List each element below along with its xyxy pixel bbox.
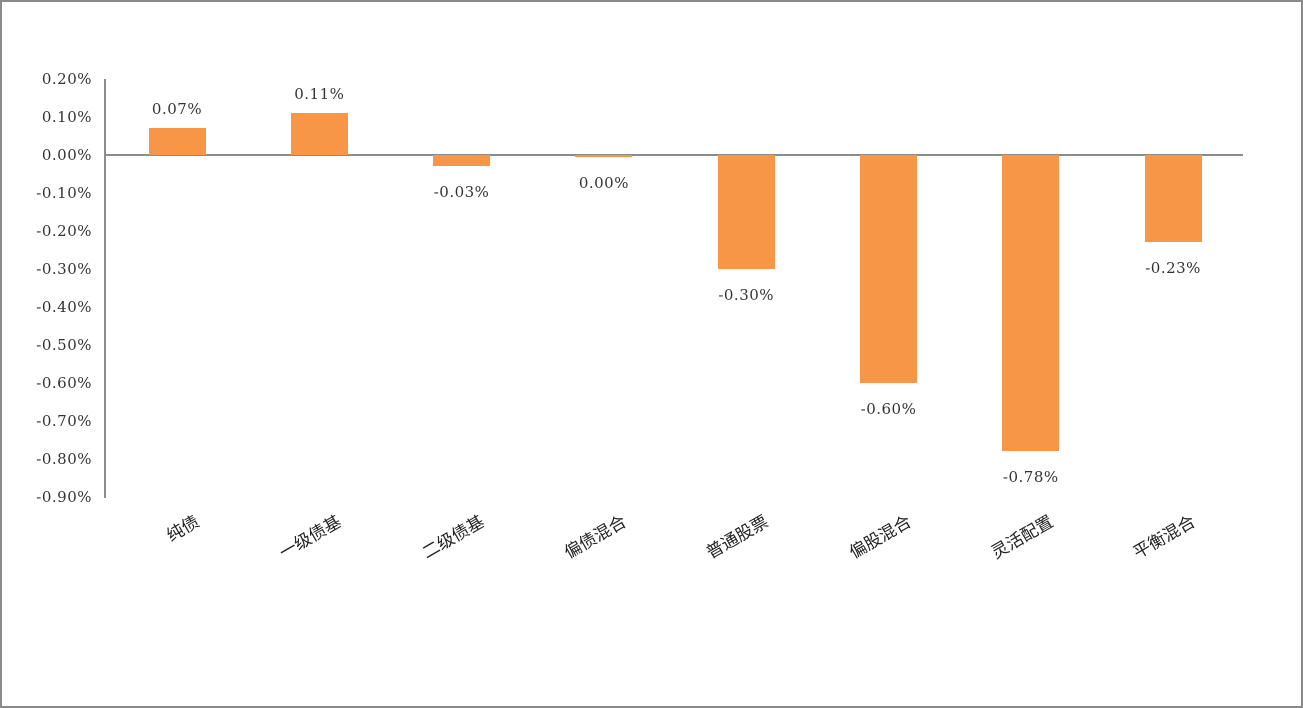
y-tick-label: -0.30% xyxy=(36,260,92,278)
x-tick-label: 偏股混合 xyxy=(845,512,915,564)
x-tick-label: 偏债混合 xyxy=(561,512,630,564)
x-tick-label: 普通股票 xyxy=(703,512,773,564)
y-tick-label: -0.90% xyxy=(36,488,92,506)
bar xyxy=(148,128,206,155)
x-tick-label: 二级债基 xyxy=(418,512,488,564)
bar xyxy=(1144,155,1202,243)
x-tick-label: 一级债基 xyxy=(276,512,346,564)
data-label: 0.00% xyxy=(578,174,629,192)
y-tick-label: 0.20% xyxy=(41,70,92,88)
y-tick-label: 0.10% xyxy=(41,108,92,126)
y-tick-label: -0.50% xyxy=(36,336,92,354)
y-tick-label: -0.70% xyxy=(36,412,92,430)
data-label: 0.07% xyxy=(151,100,203,119)
y-tick-label: -0.60% xyxy=(36,374,92,392)
x-tick-label: 灵活配置 xyxy=(987,512,1057,564)
x-tick-label: 纯债 xyxy=(163,512,203,547)
data-label: -0.03% xyxy=(433,183,490,202)
y-tick-label: -0.20% xyxy=(36,222,92,240)
data-label: 0.11% xyxy=(294,85,345,104)
data-label: -0.78% xyxy=(1002,468,1059,487)
bar xyxy=(1002,155,1060,452)
data-label: -0.60% xyxy=(860,400,917,418)
data-label: -0.30% xyxy=(718,286,775,304)
y-axis-line xyxy=(104,79,106,498)
data-label: -0.23% xyxy=(1145,259,1201,278)
bar xyxy=(433,155,491,167)
bar xyxy=(860,155,917,383)
y-tick-label: 0.00% xyxy=(41,146,92,164)
y-tick-label: -0.40% xyxy=(36,298,92,316)
bar xyxy=(290,113,348,155)
bar xyxy=(717,155,775,269)
y-tick-label: -0.80% xyxy=(36,450,92,468)
x-tick-label: 平衡混合 xyxy=(1130,512,1200,564)
y-tick-label: -0.10% xyxy=(36,184,92,202)
zero-baseline xyxy=(104,154,1243,156)
bar xyxy=(575,155,633,157)
